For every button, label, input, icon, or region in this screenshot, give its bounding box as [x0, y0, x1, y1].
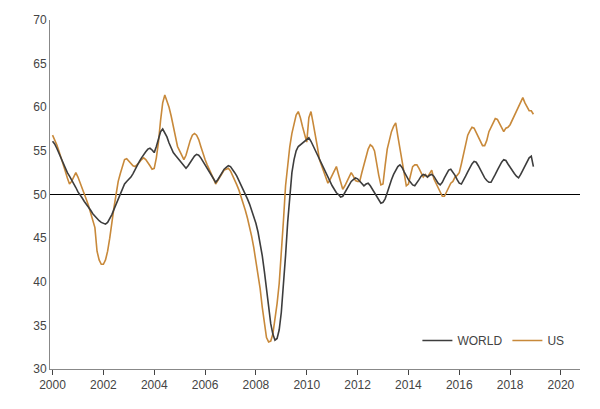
- svg-text:45: 45: [33, 231, 47, 245]
- svg-text:2006: 2006: [192, 378, 219, 392]
- svg-text:WORLD: WORLD: [457, 334, 502, 348]
- svg-text:2008: 2008: [243, 378, 270, 392]
- svg-text:50: 50: [33, 188, 47, 202]
- svg-text:2000: 2000: [39, 378, 66, 392]
- svg-text:30: 30: [33, 362, 47, 376]
- svg-text:2004: 2004: [141, 378, 168, 392]
- svg-text:2002: 2002: [90, 378, 117, 392]
- svg-text:US: US: [547, 334, 564, 348]
- svg-text:40: 40: [33, 275, 47, 289]
- svg-text:35: 35: [33, 319, 47, 333]
- svg-text:2016: 2016: [446, 378, 473, 392]
- svg-text:2020: 2020: [548, 378, 575, 392]
- svg-text:55: 55: [33, 144, 47, 158]
- svg-text:2018: 2018: [497, 378, 524, 392]
- svg-text:70: 70: [33, 13, 47, 27]
- svg-text:60: 60: [33, 100, 47, 114]
- svg-text:65: 65: [33, 57, 47, 71]
- svg-text:2010: 2010: [293, 378, 320, 392]
- svg-text:2012: 2012: [344, 378, 371, 392]
- svg-text:2014: 2014: [395, 378, 422, 392]
